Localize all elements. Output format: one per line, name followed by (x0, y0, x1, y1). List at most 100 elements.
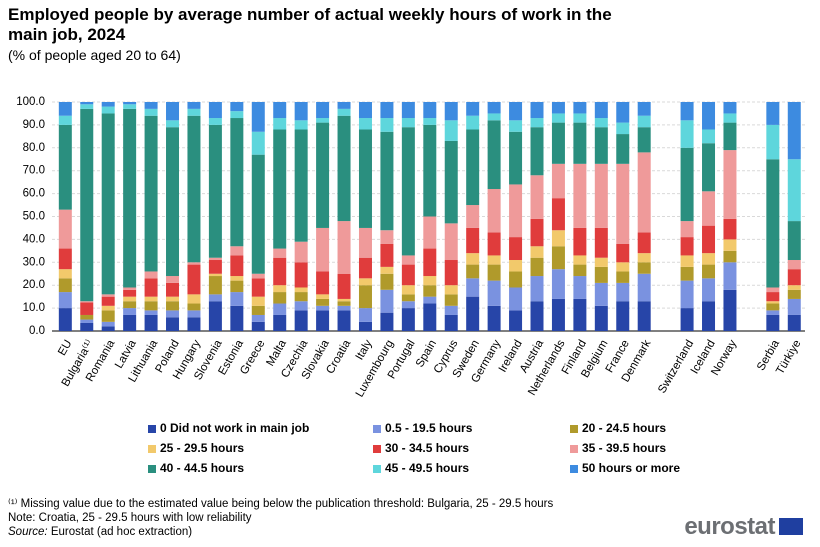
bar-segment (766, 301, 780, 304)
bar-segment (616, 271, 630, 283)
bar-segment (358, 308, 372, 322)
bar-segment (444, 102, 458, 121)
y-tick-label: 30.0 (23, 256, 45, 268)
bar-segment (101, 321, 115, 327)
bar-segment (723, 102, 737, 114)
bar-segment (251, 278, 265, 297)
bar-segment (230, 305, 244, 331)
bar-segment (466, 227, 480, 254)
legend-label: 50 hours or more (582, 461, 680, 475)
bar-segment (551, 298, 565, 331)
bar-segment (766, 287, 780, 293)
bar-segment (680, 266, 694, 281)
bar-segment (423, 248, 437, 277)
bar-segment (401, 308, 415, 331)
bar-segment (358, 257, 372, 279)
bar-segment (101, 106, 115, 114)
bar-segment (144, 271, 158, 279)
bar-segment (358, 227, 372, 258)
bar-segment (509, 102, 523, 121)
bar-segment (423, 102, 437, 119)
bar-segment (616, 102, 630, 123)
legend-label: 35 - 39.5 hours (582, 441, 666, 455)
bar-segment (702, 102, 716, 130)
bar-segment (144, 278, 158, 297)
bar-segment (337, 221, 351, 274)
bar-segment (787, 314, 801, 331)
bar-segment (766, 310, 780, 315)
bar-segment (166, 127, 180, 277)
bar-segment (423, 216, 437, 249)
logo-flag (779, 518, 803, 535)
bar-segment (616, 163, 630, 244)
legend-swatch (373, 445, 381, 453)
bar-segment (594, 305, 608, 331)
bar-segment (316, 305, 330, 311)
bar-segment (723, 218, 737, 240)
bar-segment (766, 292, 780, 302)
bar-segment (401, 294, 415, 302)
y-tick-label: 20.0 (23, 279, 45, 291)
bar-segment (487, 102, 501, 114)
bar-segment (637, 262, 651, 274)
bar-segment (273, 248, 287, 258)
bar-segment (294, 292, 308, 302)
bar-segment (487, 232, 501, 256)
legend-label: 45 - 49.5 hours (385, 461, 469, 475)
bar-segment (616, 262, 630, 272)
bar-segment (337, 115, 351, 222)
bar-segment (637, 127, 651, 153)
bar-segment (594, 282, 608, 306)
bar-segment (337, 305, 351, 311)
bar-segment (680, 102, 694, 121)
x-tick-label: EU (56, 338, 74, 358)
bar-segment (101, 102, 115, 107)
logo: eurostat (684, 513, 775, 540)
bar-segment (787, 298, 801, 315)
bar-segment (123, 314, 137, 331)
bar-segment (294, 287, 308, 293)
bar-segment (787, 102, 801, 160)
bar-segment (680, 120, 694, 148)
source: Source: Eurostat (ad hoc extraction) (8, 525, 553, 539)
bar-segment (466, 115, 480, 130)
bar-segment (766, 124, 780, 160)
bar-segment (551, 198, 565, 231)
bar-segment (58, 292, 72, 309)
bar-segment (702, 253, 716, 265)
legend-swatch (148, 465, 156, 473)
bar-segment (251, 131, 265, 155)
bar-segment (273, 285, 287, 293)
bar-segment (616, 301, 630, 331)
bar-segment (551, 230, 565, 247)
bar-segment (766, 159, 780, 288)
bar-segment (466, 296, 480, 331)
bar-segment (530, 246, 544, 258)
bar-segment (294, 310, 308, 331)
bar-segment (316, 227, 330, 272)
bar-segment (294, 301, 308, 311)
bar-segment (551, 163, 565, 199)
legend-swatch (148, 445, 156, 453)
bar-segment (551, 102, 565, 114)
bar-segment (144, 296, 158, 302)
bar-segment (166, 310, 180, 318)
bar-segment (766, 102, 780, 125)
bar-segment (144, 314, 158, 331)
bar-segment (380, 266, 394, 274)
bar-segment (702, 143, 716, 192)
y-tick-label: 60.0 (23, 188, 45, 200)
bar-segment (680, 147, 694, 222)
bar-segment (551, 122, 565, 164)
legend-label: 40 - 44.5 hours (160, 461, 244, 475)
chart: 0.0 10.0 20.0 30.0 40.0 50.0 60.0 70.0 80.0 90.0 1… (16, 96, 805, 475)
bar-segment (294, 241, 308, 263)
bar-segment (273, 314, 287, 331)
bar-segment (509, 310, 523, 331)
bar-segment (123, 308, 137, 315)
bar-segment (530, 276, 544, 302)
bar-segment (380, 118, 394, 132)
bar-segment (787, 269, 801, 286)
bar-segment (187, 262, 201, 265)
bar-segment (444, 260, 458, 286)
